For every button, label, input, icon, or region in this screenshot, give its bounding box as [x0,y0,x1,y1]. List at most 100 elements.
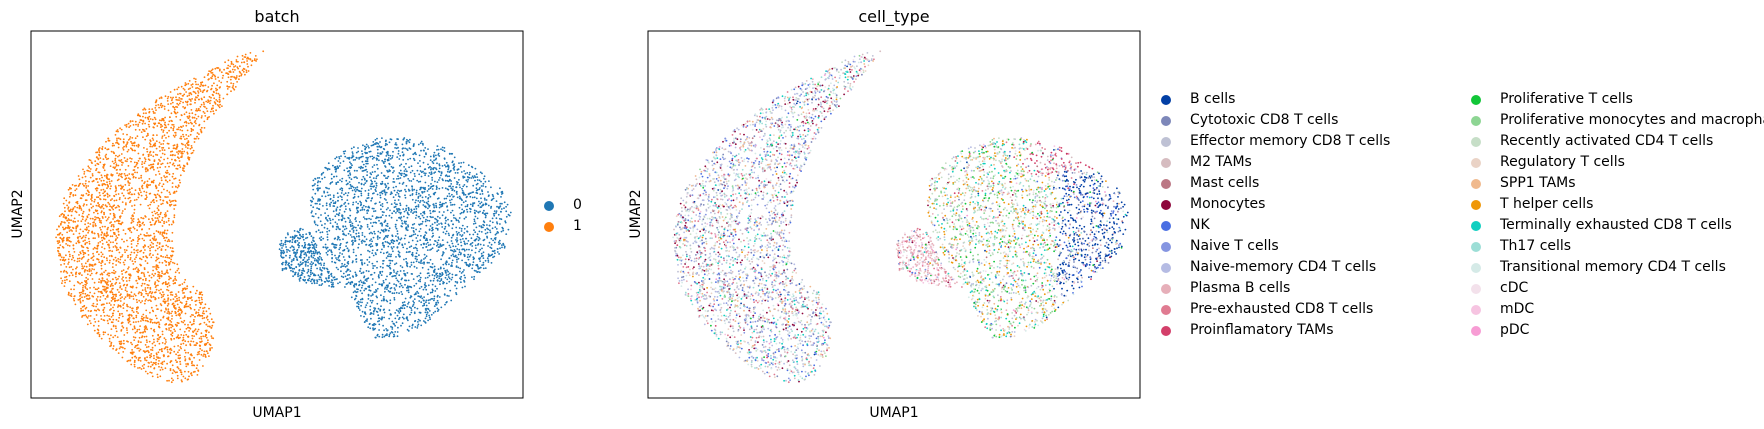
scatter-point [129,257,132,259]
scatter-point [194,92,197,95]
scatter-point [209,344,212,347]
scatter-point [441,226,444,228]
scatter-point [420,186,423,189]
scatter-point [167,297,170,299]
scatter-point [352,186,355,189]
scatter-point [432,312,435,314]
scatter-point [145,315,148,317]
scatter-point [164,116,167,119]
scatter-point [149,311,151,314]
scatter-point [422,320,425,322]
scatter-point [337,199,339,202]
scatter-point [107,322,110,325]
scatter-point [164,121,167,124]
scatter-point [143,234,146,236]
scatter-point [396,230,399,233]
scatter-point [234,69,236,71]
scatter-point [427,188,430,191]
scatter-point [339,162,342,164]
scatter-point [161,135,164,138]
scatter-point [95,178,97,180]
scatter-point [332,202,335,205]
scatter-point [467,240,470,242]
scatter-point [339,209,341,211]
scatter-point [458,206,461,209]
scatter-point [203,344,206,346]
scatter-point [161,368,164,371]
scatter-point [73,217,76,220]
scatter-point [218,80,221,82]
scatter-point [146,328,149,331]
scatter-point [177,314,180,316]
scatter-point [354,226,357,229]
scatter-point [84,175,87,178]
scatter-point [197,137,200,140]
scatter-point [141,179,144,182]
scatter-point [137,160,140,162]
scatter-point [208,100,210,103]
scatter-point [99,273,102,276]
scatter-point [177,291,180,293]
scatter-point [142,313,145,316]
scatter-point [95,169,97,172]
scatter-point [87,298,89,300]
scatter-point [103,271,105,274]
scatter-point [143,130,146,133]
scatter-point [357,303,360,306]
scatter-point [167,142,170,145]
scatter-point [81,183,84,185]
scatter-point [164,342,167,345]
scatter-point [206,116,209,119]
scatter-point [130,158,133,160]
scatter-point [175,186,177,188]
scatter-point [342,238,344,241]
scatter-point [419,280,422,283]
scatter-point [146,148,148,151]
scatter-point [127,266,130,268]
scatter-point [332,218,334,221]
scatter-point [211,75,214,78]
scatter-point [176,366,179,368]
scatter-point [182,336,185,339]
scatter-point [124,174,127,177]
scatter-point [151,237,154,240]
scatter-point [121,312,123,315]
scatter-point [162,295,165,298]
scatter-point [369,299,372,302]
scatter-point [120,270,123,273]
scatter-point [149,371,152,374]
scatter-point [118,312,121,315]
scatter-point [98,309,101,312]
scatter-point [361,208,364,211]
scatter-point [146,168,149,171]
scatter-point [478,179,481,182]
scatter-point [369,289,372,292]
scatter-point [198,344,201,347]
scatter-point [93,232,96,235]
scatter-point [404,222,406,224]
scatter-point [168,275,170,278]
scatter-point [59,244,62,247]
scatter-point [329,222,332,225]
scatter-point [438,179,440,181]
scatter-point [444,225,447,228]
scatter-point [66,231,68,234]
scatter-point [149,118,152,120]
scatter-point [193,308,196,311]
scatter-point [437,243,439,246]
scatter-point [83,296,86,298]
scatter-point [100,174,103,177]
scatter-point [88,167,91,169]
scatter-point [358,235,360,238]
scatter-point [420,212,422,215]
scatter-point [97,244,100,247]
scatter-point [178,296,181,299]
scatter-point [371,240,373,243]
scatter-point [211,347,213,349]
scatter-point [484,267,487,269]
scatter-point [142,119,145,122]
scatter-point [71,230,73,232]
scatter-point [428,314,430,317]
scatter-point [70,214,73,217]
scatter-point [212,107,214,110]
